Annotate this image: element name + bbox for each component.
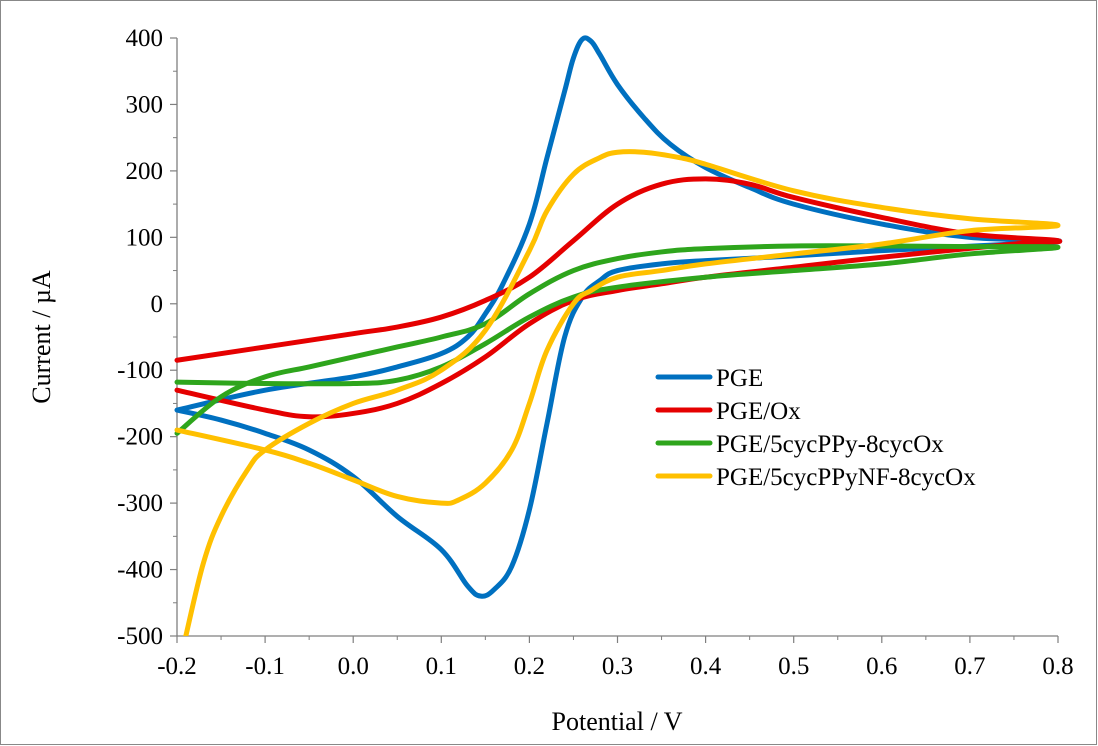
x-tick-label: -0.2 [157,653,197,680]
x-tick-label: 0.2 [514,653,545,680]
y-tick-label: -300 [117,490,163,517]
x-tick-label: 0.5 [778,653,809,680]
legend: PGE PGE/Ox PGE/5cycPPy-8cycOx PGE/5cycPPyNF… [655,365,976,491]
y-axis-title: Current / µA [27,270,56,404]
series-line-pge-5cycppy-8cycox [174,243,1061,436]
y-tick-label: 400 [126,25,164,52]
legend-label-pge-5cycppynf-8cycox: PGE/5cycPPyNF-8cycOx [716,464,976,491]
y-tick-label: -500 [117,623,163,650]
x-tick-label: -0.1 [245,653,285,680]
x-tick-label: 0.0 [338,653,369,680]
x-axis-title: Potential / V [552,707,683,736]
x-tick-label: 0.6 [866,653,897,680]
y-tick-label: -400 [117,557,163,584]
series-layer [174,35,1063,636]
series-line-pge-5cycppynf-8cycox [174,149,1061,636]
x-tick-label: 0.8 [1042,653,1073,680]
legend-label-pge-5cycppy-8cycox: PGE/5cycPPy-8cycOx [716,431,944,458]
x-tick-label: 0.4 [690,653,722,680]
x-tick-label: 0.7 [954,653,985,680]
axes-layer: 400 300 200 100 0 -100 -200 -300 -400 -500 -0.2 -0.… [117,25,1073,680]
y-tick-label: -200 [117,424,163,451]
y-tick-label: 300 [126,91,164,118]
x-tick-label: 0.3 [602,653,633,680]
x-tick-label: 0.1 [426,653,457,680]
legend-label-pge-ox: PGE/Ox [716,398,801,425]
y-tick-label: 100 [126,224,164,251]
series-line-pge-ox [174,176,1063,420]
y-tick-label: -100 [117,357,163,384]
y-tick-label: 0 [151,291,164,318]
y-tick-label: 200 [126,158,164,185]
legend-label-pge: PGE [716,365,763,392]
